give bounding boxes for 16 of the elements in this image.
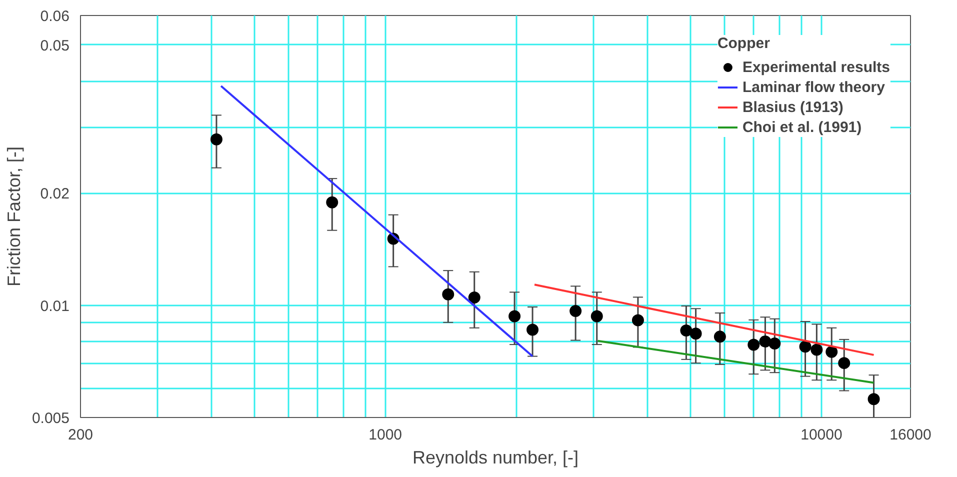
x-axis-title: Reynolds number, [-]: [412, 448, 579, 468]
y-tick-label: 0.01: [40, 298, 70, 315]
legend-label: Laminar flow theory: [742, 78, 885, 96]
legend-label: Choi et al. (1991): [742, 118, 862, 136]
x-tick-label: 200: [68, 426, 94, 444]
y-tick-label: 0.02: [40, 186, 70, 203]
x-tick-label: 16000: [890, 426, 932, 444]
x-tick-label: 10000: [800, 426, 842, 444]
y-tick-label: 0.05: [40, 37, 70, 54]
y-axis-title: Friction Factor, [-]: [4, 146, 24, 287]
y-tick-label: 0.005: [32, 410, 70, 427]
legend-title: Copper: [717, 35, 771, 52]
legend-label: Experimental results: [742, 58, 890, 76]
legend-label: Blasius (1913): [742, 98, 844, 116]
y-tick-label: 0.06: [40, 8, 70, 25]
x-tick-label: 1000: [368, 426, 402, 444]
